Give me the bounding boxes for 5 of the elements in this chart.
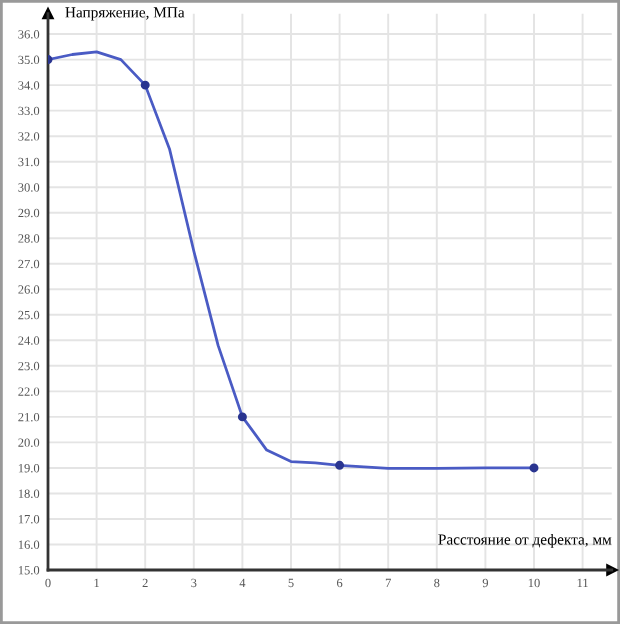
point xyxy=(140,80,150,90)
point xyxy=(529,463,539,473)
line-series xyxy=(48,50,536,470)
point xyxy=(237,412,247,422)
point xyxy=(335,460,345,470)
